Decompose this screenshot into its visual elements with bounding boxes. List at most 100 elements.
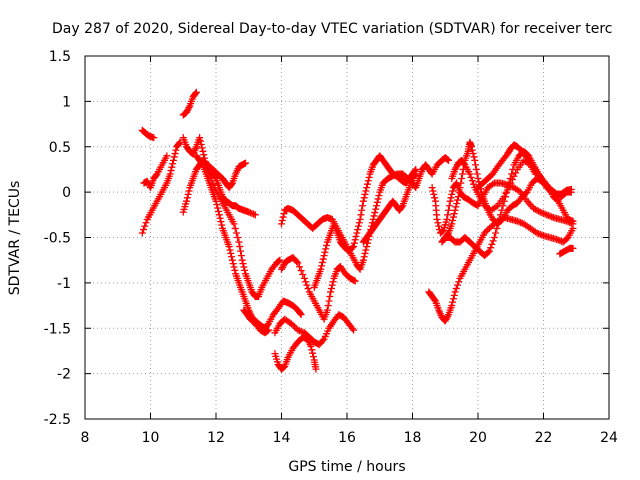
data-point	[473, 170, 481, 178]
data-point	[183, 107, 191, 115]
data-point	[319, 255, 327, 263]
data-point	[362, 246, 370, 254]
data-point	[455, 278, 463, 286]
data-point	[482, 227, 490, 235]
data-point	[321, 248, 329, 256]
data-points	[138, 88, 577, 373]
data-point	[484, 248, 492, 256]
data-point	[230, 263, 238, 271]
data-point	[320, 252, 328, 260]
data-point	[214, 204, 222, 212]
y-tick-label: -1.5	[44, 321, 71, 337]
data-point	[375, 192, 383, 200]
data-point	[280, 210, 288, 218]
data-point	[171, 150, 179, 158]
data-point	[237, 252, 245, 260]
data-point	[481, 229, 489, 237]
data-point	[458, 170, 466, 178]
data-point	[351, 236, 359, 244]
data-point	[297, 311, 305, 319]
data-point	[448, 302, 456, 310]
data-point	[276, 256, 284, 264]
y-tick-label: -2.5	[44, 412, 71, 428]
data-point	[231, 224, 239, 232]
data-point	[503, 186, 511, 194]
data-point	[348, 324, 356, 332]
data-point	[299, 270, 307, 278]
data-point	[469, 150, 477, 158]
data-point	[359, 256, 367, 264]
data-point	[453, 199, 461, 207]
data-point	[185, 187, 193, 195]
data-point	[454, 196, 462, 204]
data-point	[450, 210, 458, 218]
data-point	[428, 184, 436, 192]
data-point	[554, 236, 562, 244]
data-point	[505, 182, 513, 190]
data-point	[293, 258, 301, 266]
data-point	[303, 281, 311, 289]
data-point	[445, 156, 453, 164]
data-point	[467, 143, 475, 151]
data-point	[444, 156, 452, 164]
data-point	[235, 238, 243, 246]
data-series	[278, 154, 453, 273]
data-point	[454, 281, 462, 289]
data-point	[227, 249, 235, 257]
data-point	[239, 260, 247, 268]
data-point	[510, 172, 518, 180]
data-point	[183, 197, 191, 205]
data-point	[248, 209, 256, 217]
data-point	[355, 219, 363, 227]
data-point	[263, 327, 271, 335]
data-point	[363, 184, 371, 192]
data-point	[264, 327, 272, 335]
data-point	[291, 323, 299, 331]
data-point	[296, 327, 304, 335]
data-point	[213, 201, 221, 209]
x-tick-label: 14	[273, 430, 291, 446]
data-point	[443, 215, 451, 223]
data-point	[435, 222, 443, 230]
data-point	[541, 210, 549, 218]
data-point	[275, 257, 283, 265]
data-point	[359, 202, 367, 210]
data-point	[452, 285, 460, 293]
data-point	[456, 184, 464, 192]
data-point	[352, 232, 360, 240]
data-point	[452, 164, 460, 172]
data-point	[467, 173, 475, 181]
data-point	[250, 210, 258, 218]
data-point	[317, 265, 325, 273]
data-point	[538, 209, 546, 217]
data-point	[569, 217, 577, 225]
data-point	[279, 213, 287, 221]
data-point	[448, 220, 456, 228]
x-axis-label: GPS time / hours	[288, 459, 405, 475]
data-point	[455, 188, 463, 196]
data-point	[241, 266, 249, 274]
data-point	[231, 266, 239, 274]
data-point	[371, 209, 379, 217]
data-point	[166, 170, 174, 178]
data-point	[372, 202, 380, 210]
data-point	[449, 298, 457, 306]
data-point	[163, 152, 171, 160]
data-series	[271, 311, 358, 349]
data-point	[451, 288, 459, 296]
data-point	[449, 187, 457, 195]
data-point	[431, 194, 439, 202]
data-point	[196, 134, 204, 142]
data-point	[502, 189, 510, 197]
data-series	[359, 170, 420, 246]
data-point	[142, 219, 150, 227]
data-point	[512, 169, 520, 177]
data-point	[328, 281, 336, 289]
data-point	[323, 306, 331, 314]
data-point	[226, 246, 234, 254]
data-point	[354, 226, 362, 234]
data-point	[411, 171, 419, 179]
data-point	[500, 193, 508, 201]
data-point	[354, 222, 362, 230]
data-point	[245, 208, 253, 216]
